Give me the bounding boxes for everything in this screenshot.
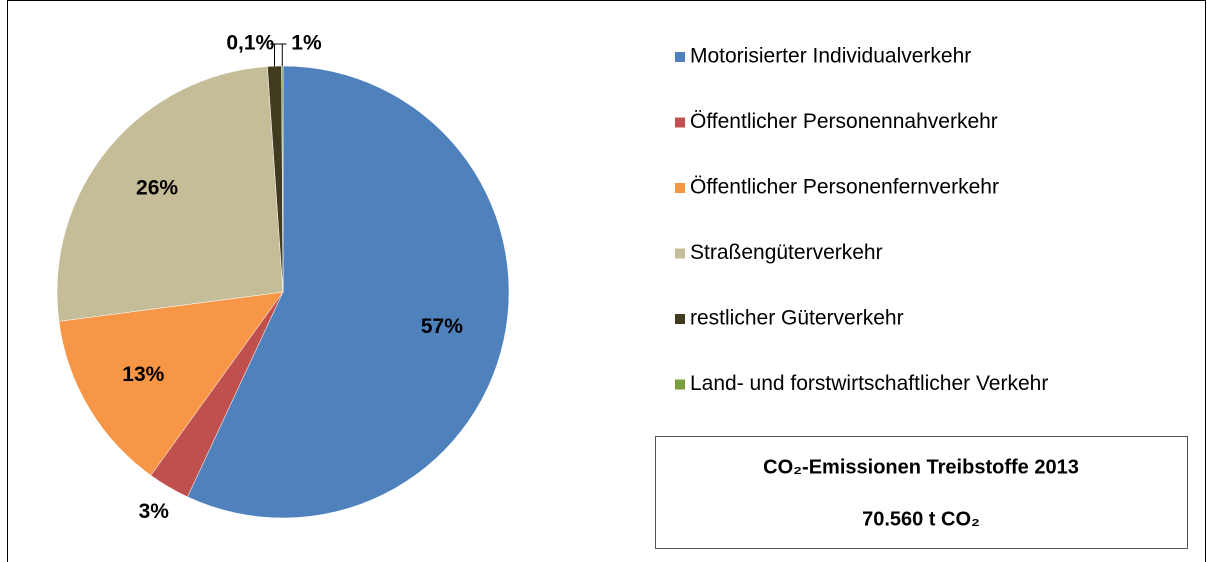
data-label: 0,1% xyxy=(226,32,274,55)
data-label: 1% xyxy=(291,32,322,55)
pie-slice xyxy=(56,66,284,322)
leader-line xyxy=(273,43,287,67)
legend-swatch xyxy=(675,248,685,259)
pie-slice xyxy=(187,65,510,519)
legend-label: Straßengüterverkehr xyxy=(690,241,883,264)
leader-line xyxy=(270,43,283,67)
data-label: 57% xyxy=(421,315,463,338)
legend-label: Motorisierter Individualverkehr xyxy=(690,45,971,68)
legend-label: Öffentlicher Personennahverkehr xyxy=(690,110,998,133)
legend-label: Land- und forstwirtschaftlicher Verkehr xyxy=(690,372,1048,395)
legend-label: restlicher Güterverkehr xyxy=(690,307,904,330)
data-label: 26% xyxy=(136,177,178,200)
pie-slice xyxy=(281,65,284,293)
annotation-box xyxy=(655,436,1188,549)
legend-label: Öffentlicher Personenfernverkehr xyxy=(690,176,999,199)
data-label: 3% xyxy=(139,500,170,523)
legend-swatch xyxy=(675,117,685,128)
annotation: CO₂-Emissionen Treibstoffe 2013 xyxy=(763,456,1079,478)
legend-swatch xyxy=(675,314,685,324)
legend-swatch xyxy=(675,379,685,390)
data-label: 13% xyxy=(122,363,164,386)
annotation: 70.560 t CO₂ xyxy=(862,508,980,530)
frame xyxy=(7,0,1206,562)
legend-swatch xyxy=(675,52,685,62)
pie-slice xyxy=(58,291,284,476)
legend-swatch xyxy=(675,183,685,193)
